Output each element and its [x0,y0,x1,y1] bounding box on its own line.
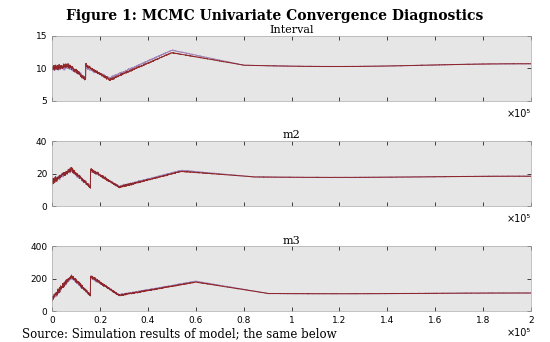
Text: ×10⁵: ×10⁵ [507,109,531,119]
Text: Source: Simulation results of model; the same below: Source: Simulation results of model; the… [22,327,337,340]
Text: ×10⁵: ×10⁵ [507,214,531,224]
Text: Figure 1: MCMC Univariate Convergence Diagnostics: Figure 1: MCMC Univariate Convergence Di… [67,9,483,23]
Text: ×10⁵: ×10⁵ [507,328,531,338]
Title: m2: m2 [283,130,300,140]
Title: m3: m3 [283,236,300,246]
Title: Interval: Interval [270,25,314,35]
